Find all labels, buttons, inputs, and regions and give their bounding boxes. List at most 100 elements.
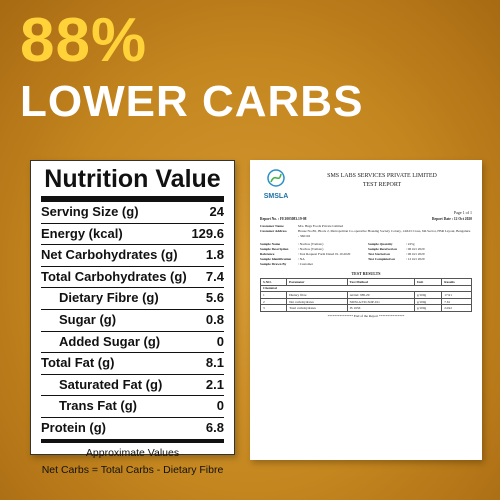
row-value: 24 (209, 204, 224, 219)
header-sno: S.NO. (259, 278, 288, 286)
row-value: 7.4 (205, 268, 224, 284)
row-value: 2.1 (205, 376, 224, 392)
report-date-label: Report Date (431, 217, 451, 221)
row-value: 1.8 (205, 247, 224, 263)
row-label: Saturated Fat (g) (59, 376, 163, 392)
nutrition-row: Added Sugar (g) 0 (41, 332, 224, 354)
customer-name-line: Customer Name M/s. Bugs Foods Private Lim… (260, 224, 472, 229)
detail-value: : NA (298, 257, 305, 261)
lab-test-report: SMSLA SMS LABS SERVICES PRIVATE LIMITED … (250, 160, 482, 460)
row-value: 0 (216, 333, 224, 349)
detail-key: Sample Name (260, 242, 281, 246)
detail-value: : Customer (298, 262, 313, 266)
customer-address-label: Customer Address (260, 229, 287, 233)
detail-row: Sample Description : Nachos (Tomato) (260, 247, 364, 252)
nutrition-label: Nutrition Value Serving Size (g) 24 Energ… (30, 160, 235, 476)
detail-row: Sample Quantity: 225g (368, 242, 472, 247)
row-value: 0.8 (205, 311, 224, 327)
table-header-row: S.NO. Parameter Test Method Unit Results (259, 278, 472, 286)
report-doc-title: TEST REPORT (362, 182, 402, 188)
nutrition-row: Saturated Fat (g) 2.1 (41, 375, 224, 397)
detail-value: : 06 Oct 2020 (406, 247, 425, 251)
detail-value: : Test Request Form Dated 01.10.2020 (298, 252, 351, 256)
detail-key: Sample Received on (368, 247, 398, 251)
sample-details-left: Sample Name: Nachos (Tomato) Sample Desc… (260, 242, 364, 267)
detail-key: Sample Quantity (368, 242, 393, 246)
detail-row: Sample Name: Nachos (Tomato) (260, 242, 364, 247)
row-value: 8.1 (205, 355, 224, 371)
nutrition-row: Sugar (g) 0.8 (41, 310, 224, 332)
customer-name-value: M/s. Bugs Foods Private Limited (298, 224, 344, 228)
cell-unit: g/100g (413, 291, 443, 299)
detail-row: Sample Received on : 06 Oct 2020 (368, 247, 472, 252)
customer-name-label: Customer Name (260, 224, 284, 228)
table-row: 2 Net carbohydrates SMSLA/TD-SOP-011 g/1… (259, 297, 472, 306)
nutrition-row: Total Fat (g) 8.1 (41, 353, 224, 375)
cell-method: AOAC 985.29 (346, 291, 415, 299)
customer-address-value: House No.B1, Block 2, Metropolitan Co-op… (298, 229, 471, 238)
report-date-value: 12 Oct 2020 (453, 217, 472, 221)
report-company: SMS LABS SERVICES PRIVATE LIMITED TEST R… (292, 172, 472, 190)
nutrition-row: Protein (g) 6.8 (41, 418, 224, 443)
row-label: Serving Size (g) (41, 204, 139, 219)
company-name: SMS LABS SERVICES PRIVATE LIMITED (327, 173, 437, 179)
lab-logo-text: SMSLA (263, 193, 289, 200)
detail-key: Sample Identification (260, 257, 292, 261)
cell-unit: g/100g (413, 297, 443, 306)
headline-lower-carbs: LOWER CARBS (20, 77, 364, 126)
detail-row: Sample Drawn By : Customer (260, 262, 364, 267)
header-results: Results (441, 278, 472, 286)
cell-result: 17.91 (441, 291, 472, 299)
report-page-number: Page 1 of 1 (453, 210, 472, 215)
cell-sno: 2 (259, 297, 288, 306)
detail-key: Test Completed on (368, 257, 396, 261)
header-test-method: Test Method (346, 278, 415, 286)
nutrition-row: Total Carbohydrates (g) 7.4 (41, 267, 224, 289)
detail-key: Test Started on (368, 252, 390, 256)
row-value: 5.6 (205, 290, 224, 306)
row-label: Total Fat (g) (41, 355, 115, 371)
cell-parameter: Total carbohydrates (286, 304, 348, 312)
row-value: 0 (216, 398, 224, 414)
nutrition-row: Net Carbohydrates (g) 1.8 (41, 245, 224, 267)
nutrition-row: Trans Fat (g) 0 (41, 396, 224, 418)
lab-logo: SMSLA (260, 168, 292, 200)
row-label: Sugar (g) (59, 311, 117, 327)
table-row: 3 Total carbohydrates IS 1656 g/100g 24.… (259, 304, 472, 312)
sample-details: Sample Name: Nachos (Tomato) Sample Desc… (260, 242, 472, 267)
row-label: Protein (g) (41, 419, 106, 435)
sample-details-right: Sample Quantity: 225g Sample Received on… (368, 242, 472, 267)
cell-sno: 1 (259, 291, 288, 299)
nutrition-row: Dietary Fibre (g) 5.6 (41, 288, 224, 310)
lab-logo-icon (267, 169, 285, 187)
table-group-row: Chemical (260, 284, 472, 293)
headline-percentage: 88% (20, 6, 148, 75)
row-value: 6.8 (205, 419, 224, 435)
cell-method: IS 1656 (346, 304, 415, 312)
detail-key: Sample Description (260, 247, 289, 251)
detail-row: Sample Identification : NA (260, 257, 364, 262)
detail-key: Sample Drawn By (260, 262, 287, 266)
detail-row: Test Completed on: 12 Oct 2020 (368, 257, 472, 262)
report-number-line: Report No. : FE1005083.19-08 Report Date… (260, 217, 472, 221)
cell-result: 24.92 (441, 304, 472, 312)
table-row: 1 Dietary fibre AOAC 985.29 g/100g 17.91 (259, 291, 472, 299)
nutrition-footer-approx: Approximate Values (85, 446, 180, 459)
results-table: S.NO. Parameter Test Method Unit Results… (259, 278, 472, 312)
nutrition-footer-formula: Net Carbs = Total Carbs - Dietary Fibre (41, 463, 224, 476)
detail-value: : Nachos (Tomato) (298, 247, 324, 251)
header-unit: Unit (413, 278, 443, 286)
detail-row: Test Started on: 06 Oct 2020 (368, 252, 472, 257)
nutrition-title: Nutrition Value (41, 167, 224, 202)
detail-row: Reference: Test Request Form Dated 01.10… (260, 252, 364, 257)
cell-parameter: Net carbohydrates (286, 297, 348, 306)
report-no-label: Report No. (260, 217, 277, 221)
customer-address-line: Customer Address House No.B1, Block 2, Me… (260, 229, 472, 239)
cell-parameter: Dietary fibre (286, 291, 348, 299)
row-label: Trans Fat (g) (59, 398, 138, 414)
row-value: 129.6 (191, 225, 224, 241)
header-parameter: Parameter (286, 278, 348, 286)
nutrition-row: Serving Size (g) 24 (41, 202, 224, 224)
report-no-value: FE1005083.19-08 (279, 217, 307, 221)
cell-sno: 3 (259, 304, 288, 312)
